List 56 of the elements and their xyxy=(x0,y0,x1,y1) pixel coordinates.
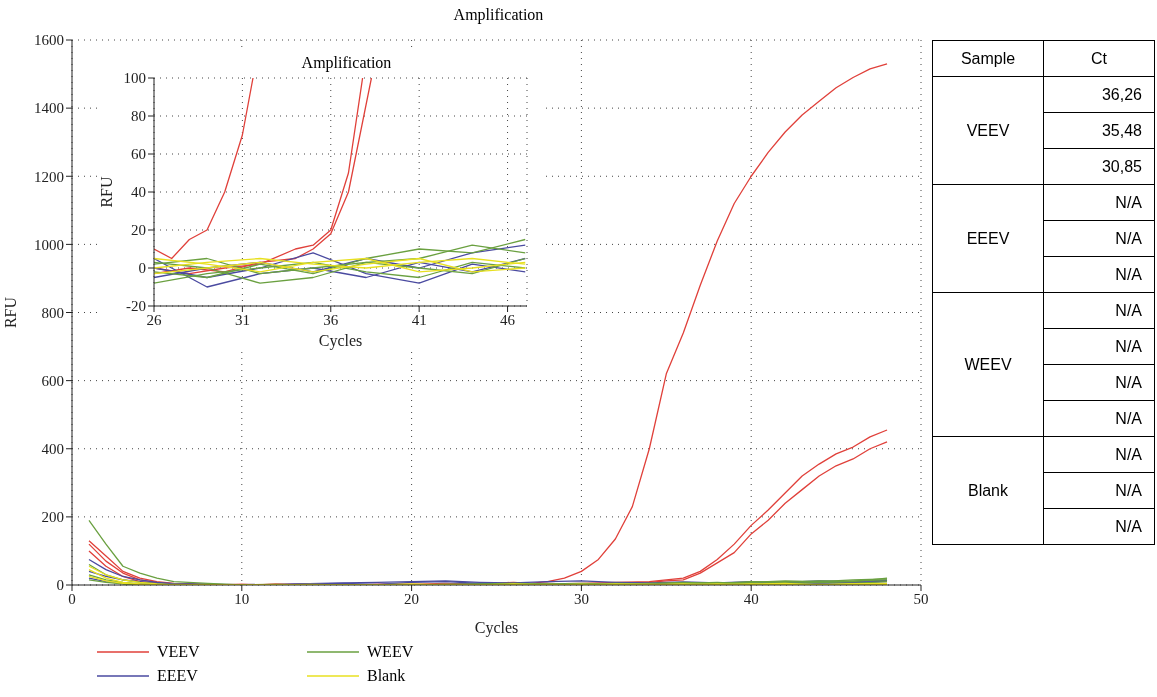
x-tick-label: 10 xyxy=(234,590,250,607)
text: N/A xyxy=(1115,517,1142,535)
y-tick-label: 0 xyxy=(138,260,146,277)
y-tick-label: -20 xyxy=(126,298,146,315)
y-tick-label: 100 xyxy=(123,70,146,87)
text: N/A xyxy=(1115,445,1142,463)
category-label: Blank xyxy=(932,436,1044,545)
text: N/A xyxy=(1115,193,1142,211)
x-tick-label: 30 xyxy=(573,590,589,607)
text: 30,85 xyxy=(1101,157,1142,175)
x-axis-title: Cycles xyxy=(474,619,519,637)
chart-title: Amplification xyxy=(300,54,393,72)
text: N/A xyxy=(1115,409,1142,427)
legend-label: WEEV xyxy=(367,643,414,661)
text: Ct xyxy=(1043,40,1155,77)
legend-label: EEEV xyxy=(157,667,198,685)
text: N/A xyxy=(1115,229,1142,247)
y-tick-label: 1200 xyxy=(34,168,64,185)
y-tick-label: 1600 xyxy=(34,32,64,49)
text: Sample xyxy=(932,40,1044,77)
y-tick-label: 40 xyxy=(131,184,146,201)
y-tick-label: 200 xyxy=(41,509,64,526)
x-tick-label: 26 xyxy=(146,311,162,328)
y-tick-label: 0 xyxy=(56,577,64,594)
category-label: VEEV xyxy=(932,76,1044,185)
text: N/A xyxy=(1115,265,1142,283)
y-axis-title: RFU xyxy=(1,296,19,329)
chart-title: Amplification xyxy=(452,6,545,24)
x-tick-label: 0 xyxy=(68,590,76,607)
x-axis-title: Cycles xyxy=(318,332,363,350)
y-tick-label: 80 xyxy=(131,108,146,125)
category-label: WEEV xyxy=(932,292,1044,437)
text: N/A xyxy=(1115,373,1142,391)
category-label: EEEV xyxy=(932,184,1044,293)
text: 35,48 xyxy=(1101,121,1142,139)
text: 36,26 xyxy=(1101,85,1142,103)
x-tick-label: 20 xyxy=(404,590,420,607)
x-tick-label: 40 xyxy=(743,590,759,607)
legend-label: Blank xyxy=(367,667,406,685)
y-tick-label: 400 xyxy=(41,441,64,458)
legend-label: VEEV xyxy=(157,643,200,661)
text: N/A xyxy=(1115,301,1142,319)
text: N/A xyxy=(1115,481,1142,499)
text: N/A xyxy=(1115,337,1142,355)
y-tick-label: 600 xyxy=(41,372,64,389)
y-tick-label: 1000 xyxy=(34,236,64,253)
y-tick-label: 20 xyxy=(131,222,146,239)
x-tick-label: 31 xyxy=(234,311,250,328)
x-tick-label: 36 xyxy=(323,311,339,328)
x-tick-label: 46 xyxy=(500,311,516,328)
y-tick-label: 1400 xyxy=(34,100,64,117)
x-tick-label: 50 xyxy=(913,590,929,607)
y-tick-label: 60 xyxy=(131,146,146,163)
y-tick-label: 800 xyxy=(41,304,64,321)
y-axis-title: RFU xyxy=(97,175,115,208)
x-tick-label: 41 xyxy=(411,311,427,328)
